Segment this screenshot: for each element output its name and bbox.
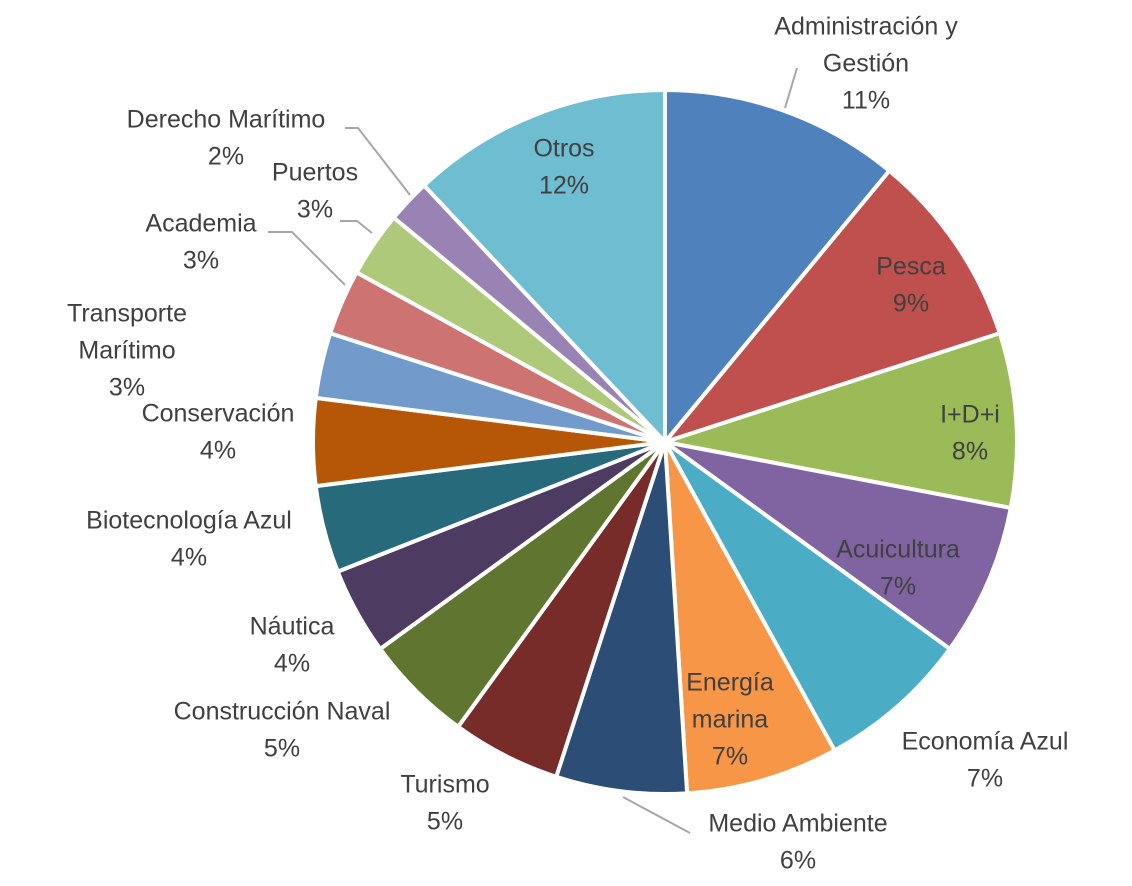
pie-slice-i-d-i	[663, 331, 1019, 510]
data-label-percent: 7%	[880, 573, 916, 601]
data-label-category: Acuicultura	[836, 536, 960, 564]
data-label: Economía Azul 7%	[902, 728, 1069, 793]
data-label-category: Turismo	[400, 771, 489, 799]
data-label-percent: 5%	[427, 808, 463, 836]
data-label: Pesca 9%	[876, 253, 946, 318]
data-label-category: Construcción Naval	[174, 698, 391, 726]
data-label-category: Medio Ambiente	[708, 810, 887, 838]
data-label: Puertos 3%	[272, 159, 358, 224]
data-label-percent: 4%	[274, 650, 310, 678]
data-label-category: Otros	[533, 135, 594, 163]
data-label: Turismo 5%	[400, 771, 489, 836]
pie-slice-acuicultura	[663, 440, 1013, 651]
pie-slice-otros	[422, 88, 667, 444]
data-label-category: Conservación	[142, 400, 295, 428]
pie-slices	[311, 88, 1019, 796]
data-label-category: Derecho Marítimo	[127, 106, 326, 134]
leader-lines	[268, 67, 798, 834]
data-label-category: Academia	[145, 210, 256, 238]
data-label: Acuicultura 7%	[836, 536, 960, 601]
leader-line	[784, 67, 798, 109]
data-label-category: I+D+i	[940, 401, 1000, 429]
data-label-percent: 3%	[109, 374, 145, 402]
data-label-category: Pesca	[876, 253, 946, 281]
data-label-percent: 11%	[842, 87, 890, 115]
data-label-percent: 8%	[952, 438, 988, 466]
data-label: Energía marina 7%	[686, 669, 774, 771]
data-label-category: Economía Azul	[902, 728, 1069, 756]
data-label: I+D+i 8%	[940, 401, 1000, 466]
pie-slice-medio-ambiente	[554, 440, 690, 796]
pie-slice-economía-azul	[663, 440, 952, 753]
data-label: Construcción Naval 5%	[174, 698, 391, 763]
data-label: Náutica 4%	[250, 613, 335, 678]
data-label: Academia 3%	[145, 210, 256, 275]
data-label-percent: 3%	[297, 196, 333, 224]
pie-slice-pesca	[663, 168, 1002, 444]
data-label-category: Energía	[686, 669, 774, 697]
data-label-percent: 7%	[967, 765, 1003, 793]
data-label-category: Biotecnología Azul	[86, 507, 292, 535]
pie-slice-administración-y-gestión	[663, 88, 892, 444]
data-label-percent: 4%	[200, 437, 236, 465]
data-label-category: Marítimo	[78, 337, 175, 365]
data-label-category: Transporte	[67, 300, 187, 328]
data-label-percent: 5%	[264, 735, 300, 763]
data-label-percent: 7%	[712, 743, 748, 771]
data-label-percent: 3%	[183, 247, 219, 275]
data-label-category: Gestión	[823, 50, 909, 78]
data-label: Administración y Gestión 11%	[774, 13, 958, 115]
data-label: Transporte Marítimo 3%	[67, 300, 187, 402]
leader-line	[345, 127, 411, 196]
data-label: Otros 12%	[533, 135, 594, 200]
data-label-percent: 12%	[539, 172, 589, 200]
data-label-category: Administración y	[774, 13, 958, 41]
leader-line	[268, 231, 346, 286]
data-label: Conservación 4%	[142, 400, 295, 465]
data-label-category: Náutica	[250, 613, 335, 641]
leader-line	[340, 220, 373, 234]
data-label: Medio Ambiente 6%	[708, 810, 887, 875]
pie-slice-energía-marina	[663, 440, 837, 796]
data-label-percent: 2%	[208, 143, 244, 171]
data-label-category: marina	[692, 706, 769, 734]
leader-line	[622, 796, 691, 834]
data-label-category: Puertos	[272, 159, 358, 187]
data-label-percent: 6%	[780, 847, 816, 875]
data-labels: Administración y Gestión 11% Pesca 9% I+D+i 8%…	[67, 13, 1068, 875]
data-label: Biotecnología Azul 4%	[86, 507, 292, 572]
data-label-percent: 4%	[171, 544, 207, 572]
data-label-percent: 9%	[893, 290, 929, 318]
data-label: Derecho Marítimo 2%	[127, 106, 326, 171]
